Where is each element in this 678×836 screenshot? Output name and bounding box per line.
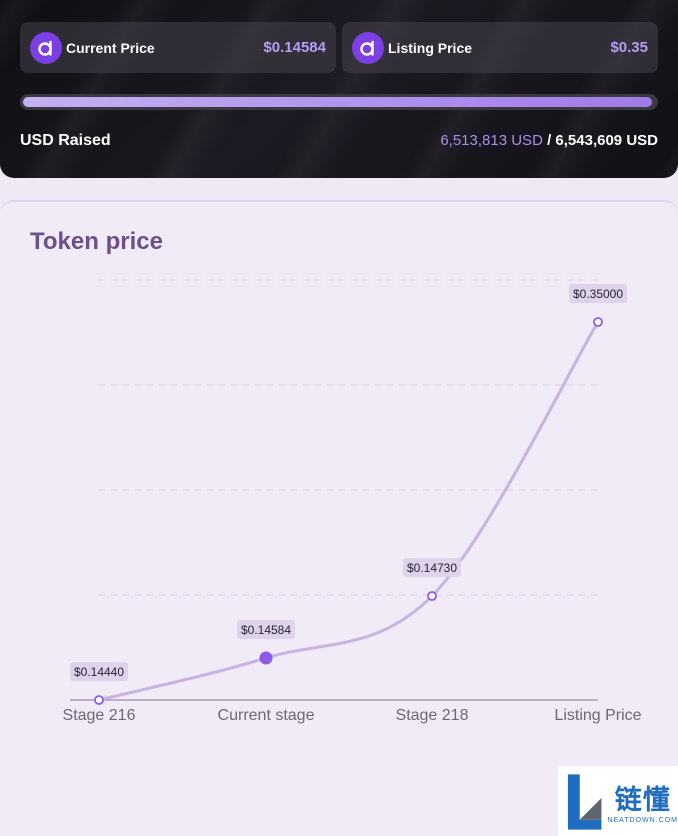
current-price-card: Current Price $0.14584 [20,22,336,73]
listing-price-label: Listing Price [388,39,473,56]
listing-price-value: $0.35 [610,39,648,56]
usd-raised-label: USD Raised [20,132,111,149]
token-price-card: Token price [0,200,678,836]
presale-panel: Current Price $0.14584 Listing Price $0.… [0,0,678,178]
current-stage-point [259,651,273,665]
watermark-en: NEATDOWN.COM [607,817,678,824]
token-coin-icon [30,31,62,64]
value-label-bg [569,284,627,303]
x-tick-label: Stage 216 [63,707,136,724]
price-line [98,321,600,702]
watermark-logo-icon [567,774,602,830]
price-point [94,695,104,705]
value-label: $0.35000 [573,287,623,301]
value-label: $0.14584 [241,623,291,637]
current-price-value: $0.14584 [263,39,326,56]
price-point [427,591,437,601]
value-label-bg [237,620,295,639]
current-price-label: Current Price [66,39,155,56]
raise-progress-fill [23,97,653,107]
raise-progress-bar [20,94,658,110]
value-label: $0.14730 [407,561,457,575]
value-label-bg [403,558,461,577]
x-tick-label: Current stage [218,707,315,724]
listing-price-card: Listing Price $0.35 [342,22,658,73]
x-tick-label: Stage 218 [396,707,469,724]
usd-raised-target: 6,543,609 USD [555,132,658,149]
watermark-cn: 链懂 [614,785,671,816]
token-coin-icon [352,31,384,64]
chart-title: Token price [30,228,163,255]
usd-raised-separator: / [542,132,556,149]
price-point [593,317,603,327]
value-label: $0.14440 [74,665,124,679]
watermark: 链懂 NEATDOWN.COM [558,766,678,836]
usd-raised-values: 6,513,813 USD / 6,543,609 USD [440,132,658,149]
x-tick-label: Listing Price [554,707,641,724]
value-label-bg [70,662,128,681]
usd-raised-current: 6,513,813 USD [440,132,543,149]
